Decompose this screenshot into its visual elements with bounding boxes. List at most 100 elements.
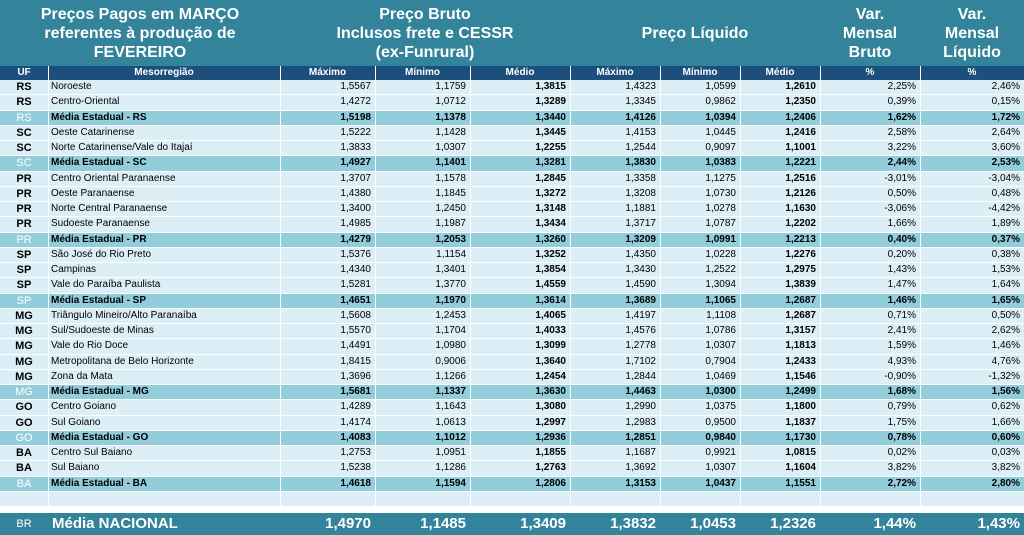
state-average-row: PR Média Estadual - PR 1,4279 1,2053 1,3260 1…	[0, 232, 1024, 248]
net-min-cell: 0,9097	[705, 142, 736, 153]
mesorregiao-cell: Triângulo Mineiro/Alto Paranaíba	[51, 309, 197, 321]
table-row: MG Sul/Sudoeste de Minas 1,5570 1,1704 1,403…	[0, 324, 1024, 340]
gross-max-cell: 1,5608	[340, 309, 371, 321]
net-min-cell: 0,9862	[705, 96, 736, 108]
gross-min-cell: 1,1012	[435, 431, 466, 443]
mesorregiao-cell: Sul Baiano	[51, 462, 100, 474]
var-net-cell: 3,82%	[991, 462, 1020, 474]
uf-cell: RS	[16, 111, 32, 124]
footer-net-avg: 1,2326	[770, 515, 816, 532]
state-average-row: SC Média Estadual - SC 1,4927 1,1401 1,3281 1…	[0, 156, 1024, 172]
gross-avg-cell: 1,1855	[535, 447, 566, 458]
net-max-cell: 1,4197	[625, 309, 656, 321]
gross-min-cell: 0,9006	[435, 355, 466, 367]
net-max-cell: 1,3689	[625, 294, 656, 306]
gross-max-cell: 1,4340	[340, 264, 371, 275]
mesorregiao-cell: Oeste Paranaense	[51, 187, 135, 199]
net-max-cell: 1,2851	[625, 431, 656, 443]
var-gross-cell: -3,01%	[884, 172, 916, 184]
var-net-cell: 0,15%	[991, 96, 1020, 108]
var-gross-cell: 4,93%	[887, 355, 916, 367]
var-net-cell	[920, 492, 1024, 506]
uf-cell	[0, 492, 48, 506]
uf-cell: SP	[16, 279, 32, 292]
net-avg-cell: 1,2416	[785, 126, 816, 138]
gross-min-cell: 1,1154	[436, 248, 466, 260]
uf-cell: MG	[15, 386, 33, 398]
mesorregiao-cell: Média Estadual - GO	[51, 431, 149, 443]
var-net-cell: -1,32%	[988, 370, 1020, 382]
gross-avg-cell: 1,3434	[535, 218, 566, 230]
net-max-cell: 1,3430	[625, 264, 656, 275]
uf-cell: PR	[16, 233, 32, 246]
state-average-row: MG Média Estadual - MG 1,5681 1,1337 1,3630 1…	[0, 385, 1024, 401]
uf-cell: MG	[15, 370, 33, 383]
net-avg-cell: 1,0815	[785, 447, 816, 458]
gross-min-cell: 1,1286	[435, 462, 466, 474]
mesorregiao-cell: Campinas	[51, 264, 97, 275]
table-row: PR Norte Central Paranaense 1,3400 1,2450 1,…	[0, 202, 1024, 218]
table-row: PR Sudoeste Paranaense 1,4985 1,1987 1,3434 1…	[0, 217, 1024, 233]
mesorregiao-cell: Sul Goiano	[51, 416, 101, 428]
table-row: MG Zona da Mata 1,3696 1,1266 1,2454 1,2844 1,…	[0, 369, 1024, 385]
var-net-cell: 1,46%	[991, 340, 1020, 352]
net-avg-cell: 1,1837	[785, 416, 816, 428]
col-uf: UF	[17, 67, 31, 78]
gross-max-cell: 1,5376	[340, 248, 371, 260]
col-var-net-pct: %	[967, 67, 977, 78]
table-row	[0, 491, 1024, 507]
mesorregiao-cell	[48, 492, 280, 506]
uf-cell: SC	[16, 142, 32, 154]
net-max-cell: 1,4576	[625, 325, 656, 336]
net-min-cell: 1,0228	[705, 248, 736, 260]
uf-cell: BA	[16, 477, 32, 490]
net-min-cell: 1,1108	[706, 309, 736, 321]
gross-min-cell: 1,0712	[435, 96, 466, 108]
gross-avg-cell: 1,2997	[535, 416, 566, 428]
footer-net-min: 1,0453	[690, 515, 736, 532]
gross-avg-cell: 1,2936	[535, 431, 566, 443]
net-max-cell: 1,3345	[625, 96, 656, 108]
gross-min-cell: 1,1378	[435, 111, 466, 123]
state-average-row: BA Média Estadual - BA 1,4618 1,1594 1,2806 1…	[0, 476, 1024, 492]
gross-avg-cell	[470, 492, 570, 506]
mesorregiao-cell: Centro Sul Baiano	[51, 447, 133, 458]
net-avg-cell: 1,3839	[785, 279, 816, 291]
gross-avg-cell: 1,2763	[535, 462, 566, 474]
var-net-cell: 3,60%	[991, 142, 1020, 153]
uf-cell: RS	[16, 96, 32, 109]
gross-min-cell: 1,2453	[435, 309, 466, 321]
gross-min-cell: 1,0980	[435, 340, 466, 352]
footer-var-net: 1,43%	[977, 515, 1020, 532]
gross-max-cell: 1,4651	[340, 294, 371, 306]
net-avg-cell: 1,2499	[785, 386, 816, 397]
net-max-cell: 1,4350	[625, 248, 656, 260]
net-avg-cell: 1,2213	[785, 233, 816, 245]
table-row: SC Oeste Catarinense 1,5222 1,1428 1,3445 1,4…	[0, 125, 1024, 141]
gross-max-cell: 1,4083	[340, 431, 371, 443]
mesorregiao-cell: Média Estadual - BA	[51, 477, 148, 489]
mesorregiao-cell: Média Estadual - PR	[51, 233, 147, 245]
gross-avg-cell: 1,3252	[535, 248, 566, 260]
net-min-cell: 1,0300	[705, 386, 736, 397]
net-min-cell: 1,0307	[705, 340, 736, 352]
var-net-cell: 4,76%	[991, 355, 1020, 367]
gross-max-cell: 1,5222	[340, 126, 371, 138]
gross-min-cell	[375, 492, 470, 506]
mesorregiao-cell: Centro Goiano	[51, 401, 117, 413]
table-row: SP São José do Rio Preto 1,5376 1,1154 1,325…	[0, 247, 1024, 263]
net-max-cell: 1,3208	[625, 187, 656, 199]
col-mesorregiao: Mesorregião	[134, 67, 194, 78]
uf-cell: MG	[15, 355, 33, 368]
gross-min-cell: 1,1594	[435, 477, 466, 489]
gross-avg-cell: 1,4559	[535, 279, 566, 291]
uf-cell: PR	[16, 172, 32, 185]
var-gross-cell: 1,46%	[887, 294, 916, 306]
var-gross-cell: -0,90%	[884, 370, 916, 382]
net-min-cell: 1,0787	[705, 218, 736, 230]
gross-avg-cell: 1,3854	[535, 264, 566, 275]
gross-min-cell: 1,3770	[435, 279, 466, 291]
gross-max-cell: 1,5681	[340, 386, 371, 397]
net-avg-cell: 1,1800	[785, 401, 816, 413]
